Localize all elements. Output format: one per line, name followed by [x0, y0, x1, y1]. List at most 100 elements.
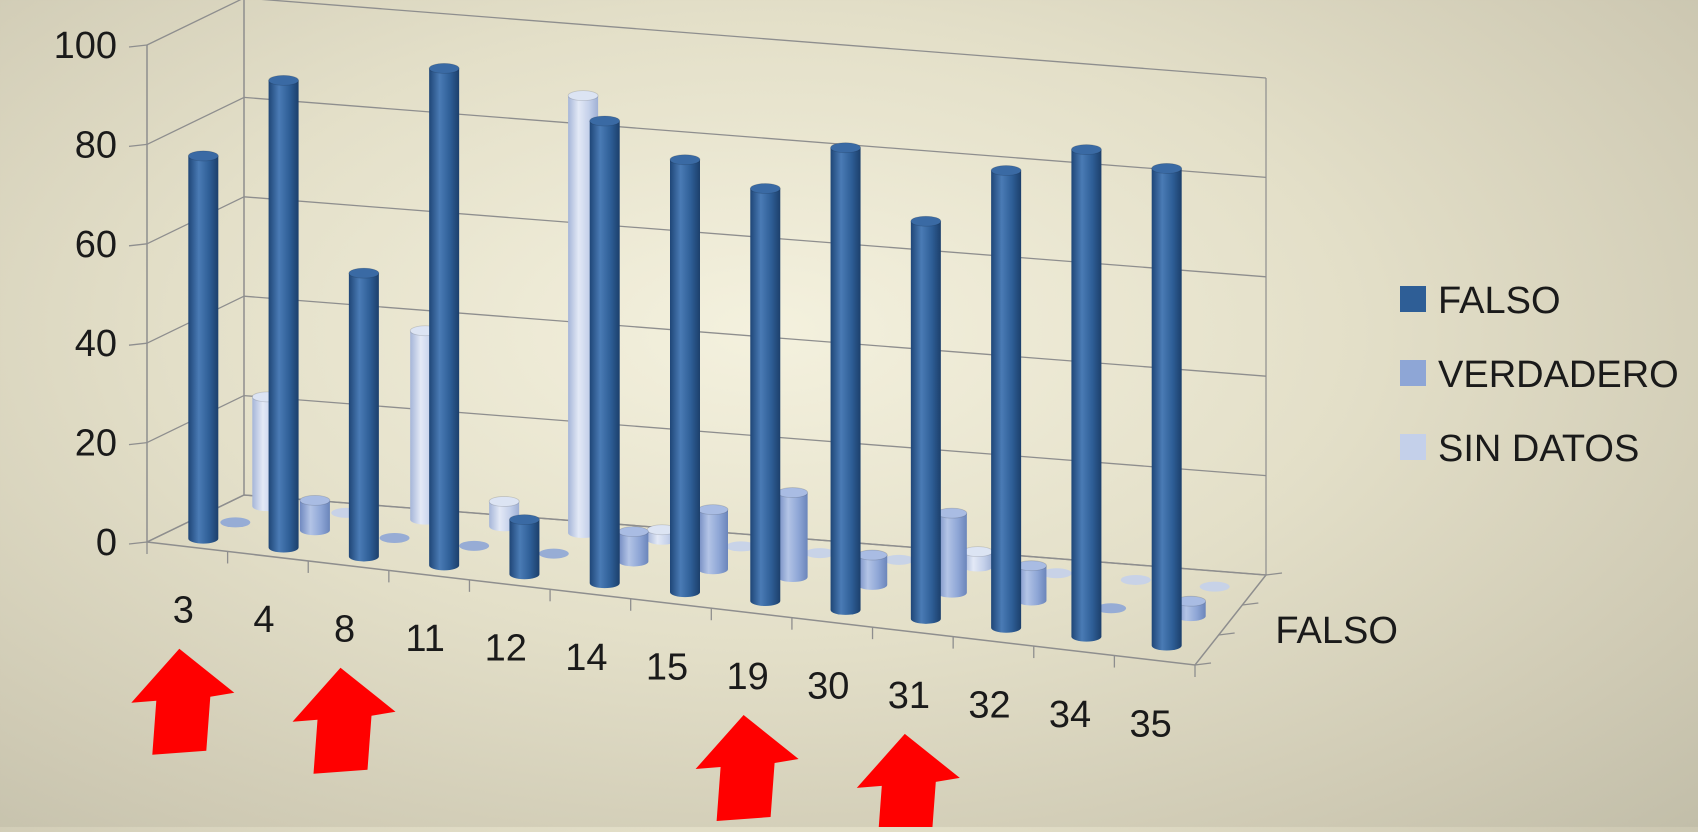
bar-falso-15	[669, 154, 701, 598]
y-tick-mark-40	[128, 342, 148, 346]
bar-verdadero-32	[1016, 560, 1047, 606]
bar-body	[936, 513, 967, 598]
bar-top-ellipse	[1151, 163, 1183, 174]
x-tick-label-19: 19	[726, 656, 768, 698]
bar-body	[268, 80, 299, 553]
bar-falso-8	[348, 267, 380, 562]
bar-falso-35	[1151, 163, 1183, 651]
x-tick-label-34: 34	[1049, 694, 1091, 736]
axes-frame	[128, 0, 1283, 677]
depth-tick-mark	[1218, 632, 1235, 636]
legend: FALSO VERDADERO SIN DATOS	[1400, 280, 1679, 470]
bar-base-ellipse	[726, 541, 756, 552]
bar-top-ellipse	[990, 165, 1022, 176]
bar-top-ellipse	[348, 267, 380, 279]
bar-body	[509, 519, 540, 580]
bar-falso-3	[187, 150, 219, 544]
bar-sin-datos-35	[1199, 581, 1230, 592]
x-tick-label-3: 3	[173, 590, 194, 632]
bar-top-ellipse	[936, 507, 968, 519]
x-tick-label-8: 8	[334, 609, 355, 651]
bar-top-ellipse	[187, 150, 219, 162]
bar-top-ellipse	[268, 74, 299, 86]
y-tick-label: 100	[54, 25, 117, 67]
bar-body	[857, 555, 888, 590]
bar-body	[1175, 601, 1206, 622]
bar-body	[188, 155, 219, 544]
bar-falso-12	[509, 514, 540, 580]
bars-layer	[187, 62, 1230, 651]
bar-body	[1071, 149, 1102, 642]
y-tick-label: 60	[75, 224, 117, 266]
bar-top-ellipse	[749, 183, 781, 194]
bar-body	[750, 188, 781, 606]
red-up-arrow-icon	[292, 667, 396, 774]
bar-sin-datos-32	[1041, 568, 1072, 579]
legend-label: FALSO	[1438, 280, 1561, 322]
bar-falso-19	[749, 183, 781, 606]
bar-top-ellipse	[589, 115, 621, 127]
bar-top-ellipse	[1071, 144, 1102, 155]
bar-body	[589, 120, 620, 589]
bar-verdadero-4	[299, 494, 331, 536]
bar-top-ellipse	[488, 496, 520, 507]
bar-top-ellipse	[567, 90, 599, 102]
bar-falso-32	[990, 165, 1022, 633]
bar-falso-4	[268, 74, 299, 553]
bar-verdadero-34	[1096, 603, 1127, 614]
bar-body	[962, 551, 993, 572]
bar-base-ellipse	[538, 548, 569, 559]
bar-sin-datos-19	[804, 548, 835, 559]
bar-falso-30	[830, 142, 861, 615]
y-tick-mark-20	[128, 441, 148, 446]
bar-body	[618, 531, 649, 567]
bar-base-ellipse	[1096, 603, 1127, 614]
y-tick-label: 20	[75, 423, 117, 465]
bar-falso-11	[428, 62, 460, 571]
bar-verdadero-31	[936, 507, 968, 598]
bar-falso-31	[910, 215, 942, 624]
bar-base-ellipse	[220, 517, 251, 528]
legend-swatch	[1400, 434, 1426, 460]
bar-verdadero-3	[220, 517, 251, 528]
bar-sin-datos-31	[962, 546, 994, 572]
bar-base-ellipse	[459, 540, 490, 551]
bar-falso-14	[589, 115, 621, 589]
bar-top-ellipse	[669, 154, 701, 166]
bar-body	[698, 509, 728, 575]
legend-item-falso: FALSO	[1400, 280, 1561, 322]
y-tick-mark-0	[128, 541, 148, 545]
bar-sin-datos-30	[883, 554, 914, 565]
depth-tick-mark	[1194, 662, 1212, 666]
bar-top-ellipse	[697, 504, 729, 516]
bar-top-ellipse	[428, 62, 460, 74]
legend-label: VERDADERO	[1438, 354, 1679, 396]
annotation-arrows	[131, 648, 960, 832]
depth-tick-mark	[1242, 602, 1259, 606]
red-up-arrow-icon	[695, 715, 799, 821]
bar-verdadero-12	[538, 548, 569, 559]
y-tick-label: 0	[96, 522, 117, 564]
bar-verdadero-8	[379, 533, 410, 544]
x-tick-label-31: 31	[888, 675, 930, 717]
y-tick-mark-100	[128, 44, 148, 48]
bar-top-ellipse	[830, 142, 861, 154]
bar-sin-datos-14	[646, 524, 678, 545]
bar-body	[429, 68, 460, 571]
x-tick-label-14: 14	[565, 637, 607, 679]
bar-base-ellipse	[804, 548, 835, 559]
x-tick-label-15: 15	[646, 647, 688, 689]
bar-top-ellipse	[299, 494, 331, 506]
y-tick-mark-60	[128, 243, 148, 247]
bar-top-ellipse	[910, 215, 942, 227]
bar-top-ellipse	[777, 487, 809, 498]
bar-base-ellipse	[1120, 574, 1151, 585]
x-tick-label-35: 35	[1130, 703, 1172, 745]
y-tick-label: 80	[75, 124, 117, 166]
bar-body	[910, 221, 941, 624]
bar-body	[670, 159, 700, 598]
bar-top-ellipse	[962, 546, 994, 558]
x-tick-label-30: 30	[807, 665, 849, 707]
